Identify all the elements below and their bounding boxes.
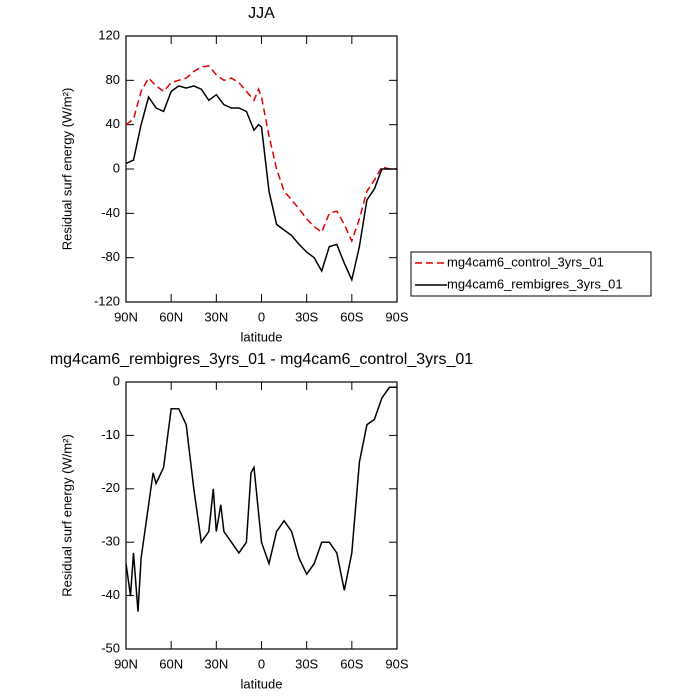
plot-frame xyxy=(125,381,398,650)
chart-title: mg4cam6_rembigres_3yrs_01 - mg4cam6_cont… xyxy=(50,351,473,368)
x-tick-label: 30S xyxy=(295,309,318,324)
data-line xyxy=(125,386,397,612)
y-axis-label: Residual surf energy (W/m²) xyxy=(59,88,74,251)
y-tick-label: -10 xyxy=(101,427,120,442)
chart-title: JJA xyxy=(248,5,275,22)
legend-label: mg4cam6_rembigres_3yrs_01 xyxy=(447,276,623,291)
x-axis-label: latitude xyxy=(241,329,283,344)
y-tick-label: 0 xyxy=(113,373,120,388)
y-tick-label: 0 xyxy=(113,160,120,175)
x-tick-label: 30N xyxy=(204,656,228,671)
x-tick-label: 60N xyxy=(159,309,183,324)
x-tick-label: 30S xyxy=(295,656,318,671)
x-tick-label: 30N xyxy=(204,309,228,324)
y-tick-label: 40 xyxy=(106,116,120,131)
data-line xyxy=(125,85,397,283)
x-tick-label: 90S xyxy=(385,656,408,671)
x-tick-label: 90S xyxy=(385,309,408,324)
data-line xyxy=(125,65,397,244)
x-tick-label: 0 xyxy=(258,656,265,671)
y-tick-label: -80 xyxy=(101,249,120,264)
x-tick-label: 0 xyxy=(258,309,265,324)
y-tick-label: -30 xyxy=(101,534,120,549)
y-axis-label: Residual surf energy (W/m²) xyxy=(59,434,74,597)
y-tick-label: -120 xyxy=(94,293,120,308)
x-tick-label: 60S xyxy=(340,309,363,324)
y-tick-label: 120 xyxy=(98,27,120,42)
legend-label: mg4cam6_control_3yrs_01 xyxy=(447,254,604,269)
x-tick-label: 90N xyxy=(114,309,138,324)
y-tick-label: -20 xyxy=(101,480,120,495)
y-tick-label: 80 xyxy=(106,72,120,87)
y-tick-label: -50 xyxy=(101,640,120,655)
legend-box xyxy=(410,251,652,297)
x-tick-label: 90N xyxy=(114,656,138,671)
y-tick-label: -40 xyxy=(101,205,120,220)
y-tick-label: -40 xyxy=(101,587,120,602)
x-tick-label: 60S xyxy=(340,656,363,671)
x-axis-label: latitude xyxy=(241,676,283,691)
x-tick-label: 60N xyxy=(159,656,183,671)
